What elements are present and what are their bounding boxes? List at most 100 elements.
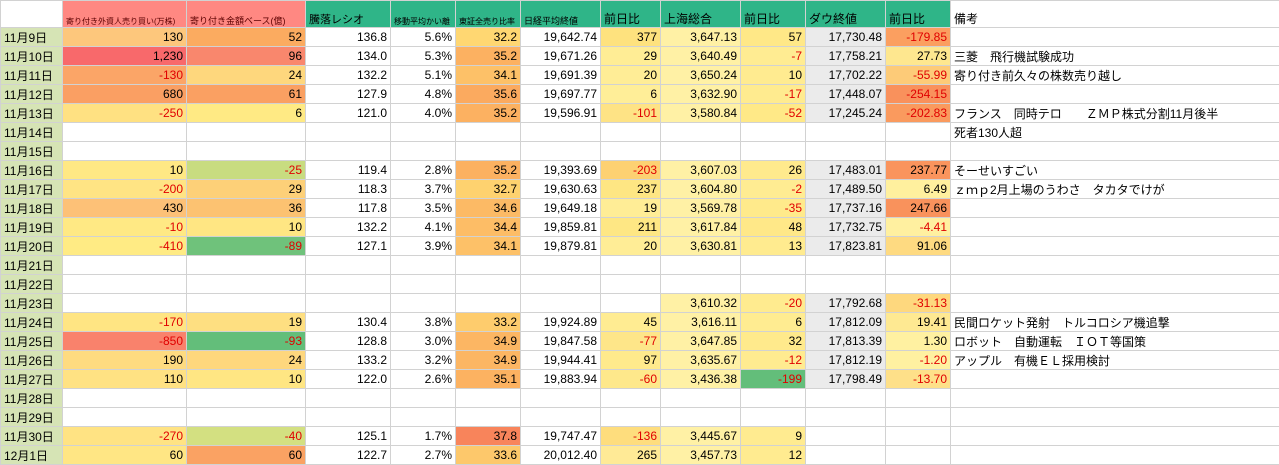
- value-cell[interactable]: 33.6: [455, 445, 521, 465]
- value-cell[interactable]: [62, 274, 187, 294]
- value-cell[interactable]: 10: [186, 369, 306, 389]
- value-cell[interactable]: 17,483.01: [805, 160, 886, 180]
- value-cell[interactable]: 127.1: [305, 236, 391, 256]
- value-cell[interactable]: 133.2: [305, 350, 391, 370]
- value-cell[interactable]: 3,647.13: [660, 27, 741, 47]
- value-cell[interactable]: 34.9: [455, 350, 521, 370]
- value-cell[interactable]: 19,944.41: [520, 350, 601, 370]
- value-cell[interactable]: 119.4: [305, 160, 391, 180]
- value-cell[interactable]: -410: [62, 236, 187, 256]
- value-cell[interactable]: 19,691.39: [520, 65, 601, 85]
- date-cell[interactable]: 11月27日: [0, 369, 63, 389]
- value-cell[interactable]: 19,671.26: [520, 46, 601, 66]
- nikkei-close-header[interactable]: 日経平均終値: [520, 0, 601, 28]
- value-cell[interactable]: [186, 407, 306, 427]
- value-cell[interactable]: 3,635.67: [660, 350, 741, 370]
- value-cell[interactable]: 5.6%: [390, 27, 456, 47]
- date-cell[interactable]: 11月12日: [0, 84, 63, 104]
- value-cell[interactable]: 17,489.50: [805, 179, 886, 199]
- value-cell[interactable]: 19,393.69: [520, 160, 601, 180]
- date-cell[interactable]: 11月19日: [0, 217, 63, 237]
- value-cell[interactable]: [885, 122, 951, 142]
- remark-cell[interactable]: そーせいすごい: [950, 160, 1279, 180]
- value-cell[interactable]: 19,596.91: [520, 103, 601, 123]
- value-cell[interactable]: -2: [740, 179, 806, 199]
- date-cell[interactable]: 11月25日: [0, 331, 63, 351]
- value-cell[interactable]: 132.2: [305, 217, 391, 237]
- value-cell[interactable]: [520, 274, 601, 294]
- value-cell[interactable]: 29: [186, 179, 306, 199]
- value-cell[interactable]: [805, 388, 886, 408]
- value-cell[interactable]: 19: [600, 198, 661, 218]
- value-cell[interactable]: 19,879.81: [520, 236, 601, 256]
- value-cell[interactable]: 127.9: [305, 84, 391, 104]
- value-cell[interactable]: 17,730.48: [805, 27, 886, 47]
- value-cell[interactable]: 117.8: [305, 198, 391, 218]
- value-cell[interactable]: 265: [600, 445, 661, 465]
- date-cell[interactable]: 11月20日: [0, 236, 63, 256]
- value-cell[interactable]: [805, 122, 886, 142]
- value-cell[interactable]: 4.0%: [390, 103, 456, 123]
- value-cell[interactable]: 211: [600, 217, 661, 237]
- remark-cell[interactable]: 死者130人超: [950, 122, 1279, 142]
- value-cell[interactable]: 3,650.24: [660, 65, 741, 85]
- value-cell[interactable]: [520, 122, 601, 142]
- value-cell[interactable]: 17,737.16: [805, 198, 886, 218]
- date-cell[interactable]: 11月22日: [0, 274, 63, 294]
- date-cell[interactable]: 11月14日: [0, 122, 63, 142]
- value-cell[interactable]: -1.20: [885, 350, 951, 370]
- value-cell[interactable]: [885, 274, 951, 294]
- value-cell[interactable]: 680: [62, 84, 187, 104]
- value-cell[interactable]: 3.5%: [390, 198, 456, 218]
- value-cell[interactable]: 19,630.63: [520, 179, 601, 199]
- date-cell[interactable]: 11月23日: [0, 293, 63, 313]
- value-cell[interactable]: 17,732.75: [805, 217, 886, 237]
- value-cell[interactable]: [740, 141, 806, 161]
- value-cell[interactable]: 12: [740, 445, 806, 465]
- value-cell[interactable]: 190: [62, 350, 187, 370]
- value-cell[interactable]: [520, 293, 601, 313]
- value-cell[interactable]: 27.73: [885, 46, 951, 66]
- value-cell[interactable]: 34.1: [455, 65, 521, 85]
- remark-cell[interactable]: [950, 369, 1279, 389]
- value-cell[interactable]: 34.6: [455, 198, 521, 218]
- value-cell[interactable]: [186, 141, 306, 161]
- value-cell[interactable]: 36: [186, 198, 306, 218]
- value-cell[interactable]: [660, 407, 741, 427]
- value-cell[interactable]: -17: [740, 84, 806, 104]
- value-cell[interactable]: -254.15: [885, 84, 951, 104]
- value-cell[interactable]: 48: [740, 217, 806, 237]
- nikkei-change-header[interactable]: 前日比: [600, 0, 661, 28]
- value-cell[interactable]: 17,813.39: [805, 331, 886, 351]
- remarks-header[interactable]: 備考: [950, 0, 1279, 28]
- value-cell[interactable]: [600, 407, 661, 427]
- value-cell[interactable]: [885, 141, 951, 161]
- value-cell[interactable]: -20: [740, 293, 806, 313]
- date-cell[interactable]: 11月11日: [0, 65, 63, 85]
- value-cell[interactable]: [805, 445, 886, 465]
- value-cell[interactable]: 4.8%: [390, 84, 456, 104]
- value-cell[interactable]: [305, 388, 391, 408]
- remark-cell[interactable]: [950, 274, 1279, 294]
- updown-ratio-header[interactable]: 騰落レシオ: [305, 0, 391, 28]
- value-cell[interactable]: 2.8%: [390, 160, 456, 180]
- value-cell[interactable]: 125.1: [305, 426, 391, 446]
- value-cell[interactable]: 5.1%: [390, 65, 456, 85]
- value-cell[interactable]: 29: [600, 46, 661, 66]
- value-cell[interactable]: 110: [62, 369, 187, 389]
- value-cell[interactable]: -203: [600, 160, 661, 180]
- shanghai-change-header[interactable]: 前日比: [740, 0, 806, 28]
- value-cell[interactable]: 17,758.21: [805, 46, 886, 66]
- value-cell[interactable]: 37.8: [455, 426, 521, 446]
- value-cell[interactable]: 3,616.11: [660, 312, 741, 332]
- value-cell[interactable]: -55.99: [885, 65, 951, 85]
- open-foreign-value-header[interactable]: 寄り付き金額ベース(億): [186, 0, 306, 28]
- value-cell[interactable]: 3,569.78: [660, 198, 741, 218]
- value-cell[interactable]: 3,630.81: [660, 236, 741, 256]
- value-cell[interactable]: 19: [186, 312, 306, 332]
- value-cell[interactable]: 118.3: [305, 179, 391, 199]
- remark-cell[interactable]: 民間ロケット発射 トルコロシア機追撃: [950, 312, 1279, 332]
- value-cell[interactable]: [805, 255, 886, 275]
- value-cell[interactable]: 17,245.24: [805, 103, 886, 123]
- value-cell[interactable]: [600, 274, 661, 294]
